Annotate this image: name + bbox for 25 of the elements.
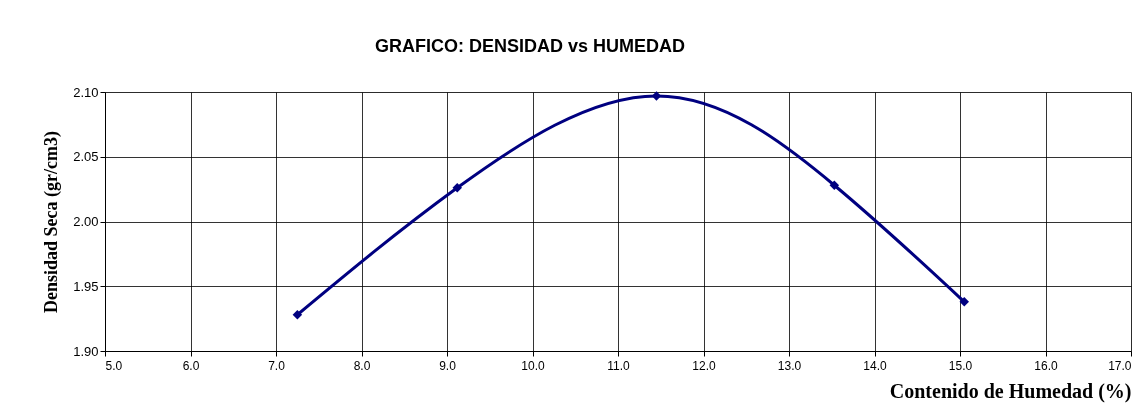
y-tick-label: 2.00 [73,214,99,229]
y-tick-label: 1.95 [73,278,99,294]
x-tick-label: 17.0 [1108,358,1132,373]
x-tick-label: 6.0 [182,358,200,373]
x-tick-label: 15.0 [948,358,973,373]
x-tick-label: 14.0 [863,358,887,373]
x-tick-label: 16.0 [1034,358,1058,373]
y-axis-title: Densidad Seca (gr/cm3) [41,131,63,313]
x-tick-label: 9.0 [439,358,457,373]
y-tick-label: 2.10 [73,84,99,100]
y-tick-label: 1.90 [73,343,99,359]
point [452,183,462,193]
point [292,310,303,320]
x-tick-label: 5.0 [105,358,123,373]
chart-title: GRAFICO: DENSIDAD vs HUMEDAD [374,36,686,56]
y-tick-label: 2.05 [73,149,99,165]
point [829,180,840,190]
x-tick-label: 10.0 [521,358,545,373]
x-axis-title: Contenido de Humedad (%) [889,379,1132,403]
point [959,297,970,307]
x-tick-label: 12.0 [692,358,716,373]
x-tick-label: 8.0 [353,358,371,373]
x-tick-label: 13.0 [777,358,802,373]
x-tick-label: 11.0 [607,358,631,373]
x-tick-label: 7.0 [268,358,286,373]
